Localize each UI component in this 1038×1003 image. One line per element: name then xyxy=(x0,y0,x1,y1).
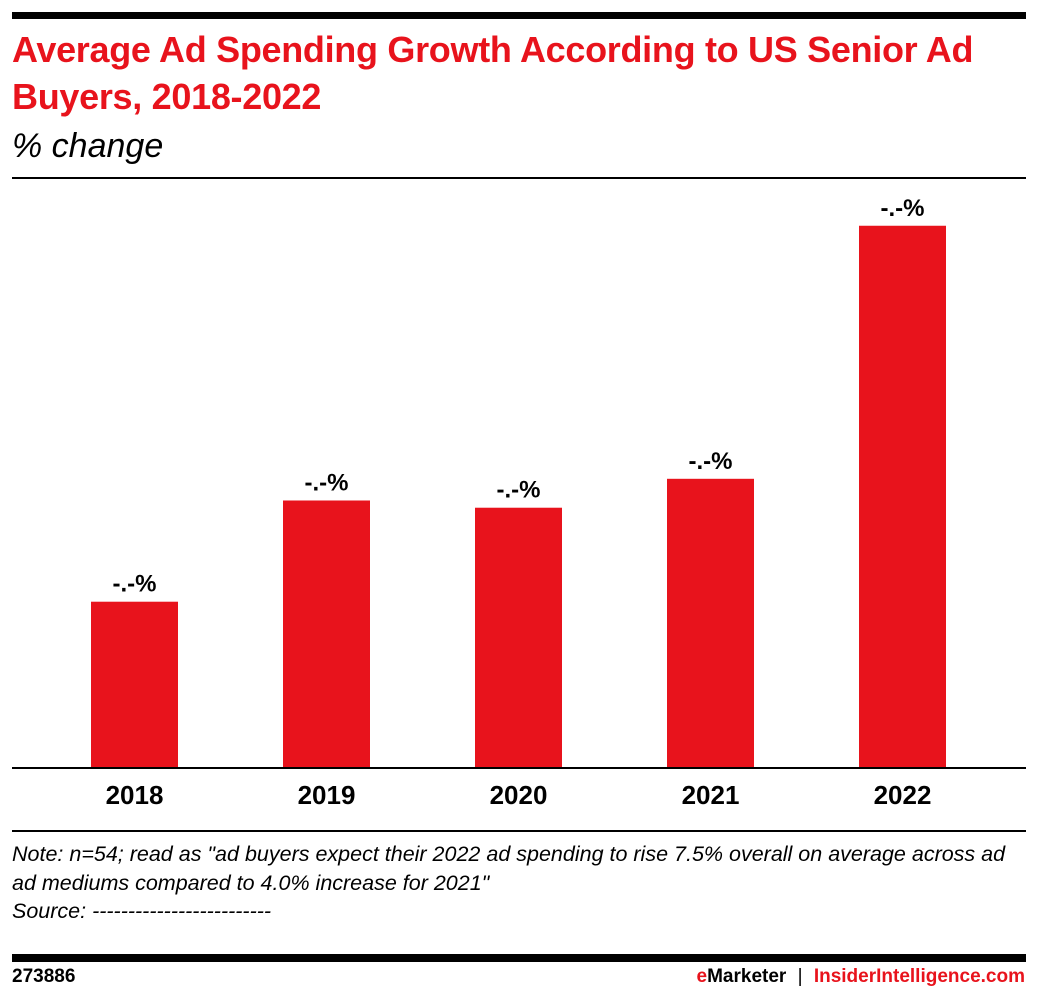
data-label-2021: -.-% xyxy=(689,448,733,475)
x-tick-label: 2019 xyxy=(298,780,356,810)
bar-2021 xyxy=(667,478,754,768)
brand-site: InsiderIntelligence.com xyxy=(813,966,1025,987)
x-tick-label: 2021 xyxy=(682,780,740,810)
chart-subtitle: % change xyxy=(12,127,164,165)
data-label-2019: -.-% xyxy=(305,469,349,496)
bar-2022 xyxy=(859,225,946,768)
chart-title: Average Ad Spending Growth According to … xyxy=(12,29,974,117)
bar-2020 xyxy=(475,507,562,768)
bar-2018 xyxy=(91,601,178,768)
bar-2019 xyxy=(283,500,370,768)
note-rule xyxy=(12,830,1026,832)
chart-id: 273886 xyxy=(12,966,76,987)
x-axis-line xyxy=(12,767,1026,769)
x-tick-label: 2020 xyxy=(490,780,548,810)
bar-chart: -.-% 2018 -.-% 2019 -.-% 2020 -.-% 2021 -.-% 2022 xyxy=(12,195,1026,810)
note-block: Note: n=54; read as "ad buyers expect th… xyxy=(12,840,1022,926)
data-label-2020: -.-% xyxy=(497,477,541,504)
header-rule xyxy=(12,177,1026,179)
x-tick-label: 2018 xyxy=(106,780,164,810)
brand-emarketer: Marketer xyxy=(707,966,787,987)
data-label-2022: -.-% xyxy=(881,195,925,222)
brand-logo: eMarketer | InsiderIntelligence.com xyxy=(697,966,1025,988)
top-rule xyxy=(12,12,1026,19)
brand-e: e xyxy=(696,966,708,987)
note-text: Note: n=54; read as "ad buyers expect th… xyxy=(12,842,1006,895)
data-label-2018: -.-% xyxy=(113,571,157,598)
brand-separator: | xyxy=(797,966,803,987)
x-tick-label: 2022 xyxy=(874,780,932,810)
footer-rule xyxy=(12,954,1026,962)
source-text: Source: ------------------------- xyxy=(12,899,272,923)
